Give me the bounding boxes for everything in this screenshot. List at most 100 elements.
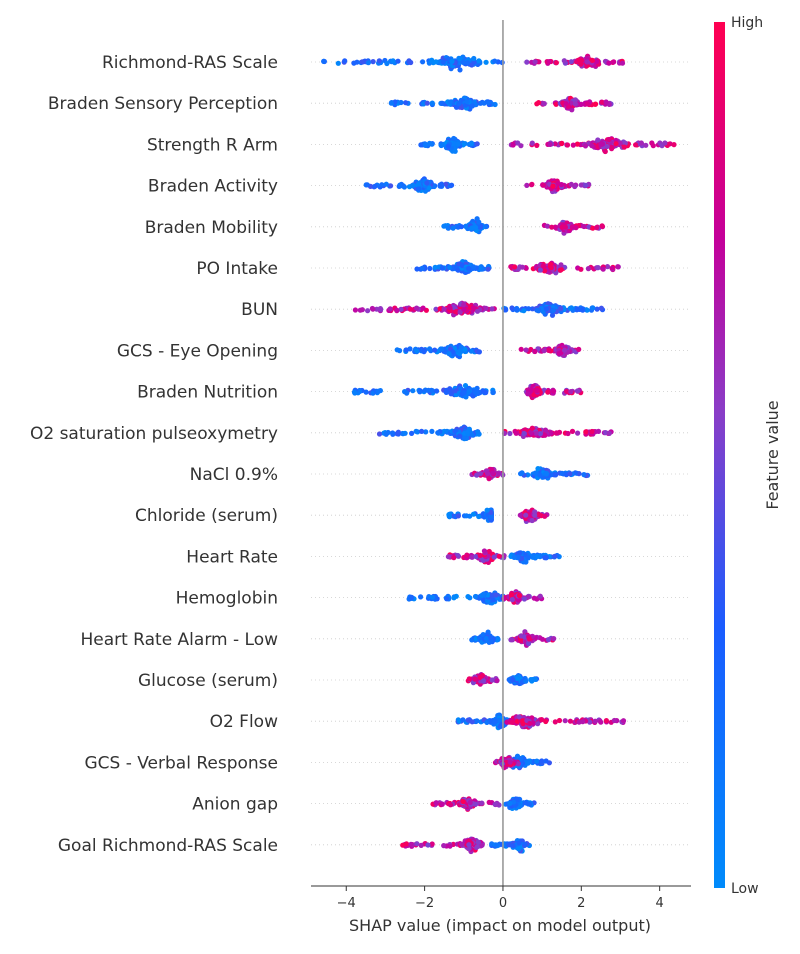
shap-point (580, 307, 586, 313)
shap-point (466, 842, 472, 848)
shap-point (548, 265, 554, 271)
shap-point (421, 348, 427, 354)
shap-point (568, 389, 574, 395)
shap-point (536, 59, 542, 65)
shap-point (524, 182, 530, 188)
shap-point (606, 430, 612, 436)
shap-point (395, 58, 401, 64)
shap-point (603, 99, 609, 105)
shap-point (444, 596, 450, 602)
feature-label: Richmond-RAS Scale (102, 53, 278, 73)
shap-point (438, 183, 444, 189)
shap-point (613, 141, 619, 147)
shap-point (474, 390, 480, 396)
shap-point (439, 346, 445, 352)
shap-point (407, 306, 413, 312)
shap-point (460, 798, 466, 805)
shap-point (643, 142, 649, 148)
shap-point (519, 264, 526, 270)
shap-point (561, 58, 567, 64)
shap-point (621, 144, 627, 150)
x-axis: −4 −2 0 2 4 (311, 885, 691, 911)
feature-label: GCS - Verbal Response (84, 753, 278, 773)
shap-point (543, 718, 549, 725)
shap-point (510, 142, 516, 148)
shap-point (456, 101, 462, 107)
shap-point (492, 719, 498, 725)
shap-point (486, 548, 492, 555)
shap-point (619, 60, 626, 66)
shap-point (564, 142, 571, 148)
shap-point (481, 100, 487, 106)
shap-point (447, 386, 453, 392)
shap-point (465, 717, 471, 723)
shap-point (606, 60, 612, 66)
shap-point (457, 433, 463, 439)
shap-point (472, 593, 479, 600)
shap-point (427, 140, 433, 146)
shap-point (376, 58, 382, 64)
shap-point (534, 553, 541, 560)
feature-label: O2 saturation pulseoxymetry (30, 424, 278, 444)
shap-point (387, 306, 393, 312)
shap-point (516, 840, 522, 846)
shap-point (541, 348, 547, 354)
shap-point (402, 430, 408, 436)
feature-label: Braden Sensory Perception (48, 94, 278, 114)
shap-point (553, 430, 560, 436)
feature-label: Strength R Arm (147, 135, 278, 155)
shap-point (352, 390, 358, 396)
shap-point (543, 758, 549, 764)
shap-point (383, 181, 389, 187)
shap-point (490, 597, 496, 603)
shap-point (483, 59, 489, 65)
shap-point (464, 99, 470, 105)
shap-point (450, 225, 456, 231)
shap-point (445, 143, 451, 149)
shap-point (476, 349, 482, 355)
shap-point (370, 306, 376, 312)
shap-point (513, 306, 519, 312)
shap-point (567, 471, 573, 477)
shap-point (553, 101, 559, 107)
shap-point (490, 470, 496, 476)
shap-point (476, 58, 482, 64)
shap-point (397, 182, 403, 188)
shap-point (542, 555, 548, 561)
shap-point (439, 265, 446, 271)
shap-point (638, 140, 644, 146)
shap-point (526, 306, 532, 312)
shap-point (578, 182, 584, 188)
shap-point (561, 347, 568, 353)
shap-point (390, 58, 396, 64)
shap-point (416, 186, 422, 192)
shap-point (335, 60, 341, 66)
colorbar-title: Feature value (763, 400, 782, 509)
shap-point (511, 264, 518, 270)
shap-point (539, 717, 545, 723)
shap-point (534, 142, 540, 148)
shap-point (470, 305, 477, 311)
shap-point (650, 143, 656, 149)
shap-point (429, 594, 436, 600)
x-axis-label: SHAP value (impact on model output) (349, 916, 651, 935)
shap-point (377, 306, 383, 312)
shap-point (542, 432, 548, 438)
shap-point (518, 346, 524, 352)
shap-point (443, 181, 449, 187)
shap-point (429, 57, 435, 63)
shap-point (410, 182, 416, 188)
shap-point (546, 347, 552, 353)
shap-point (455, 513, 461, 519)
shap-point (589, 143, 595, 149)
shap-point (342, 58, 348, 64)
shap-point (604, 264, 611, 270)
shap-point (466, 266, 472, 272)
shap-point (559, 140, 565, 147)
shap-point (513, 430, 519, 436)
shap-point (477, 674, 483, 681)
shap-point (432, 264, 438, 270)
shap-point (433, 306, 439, 312)
